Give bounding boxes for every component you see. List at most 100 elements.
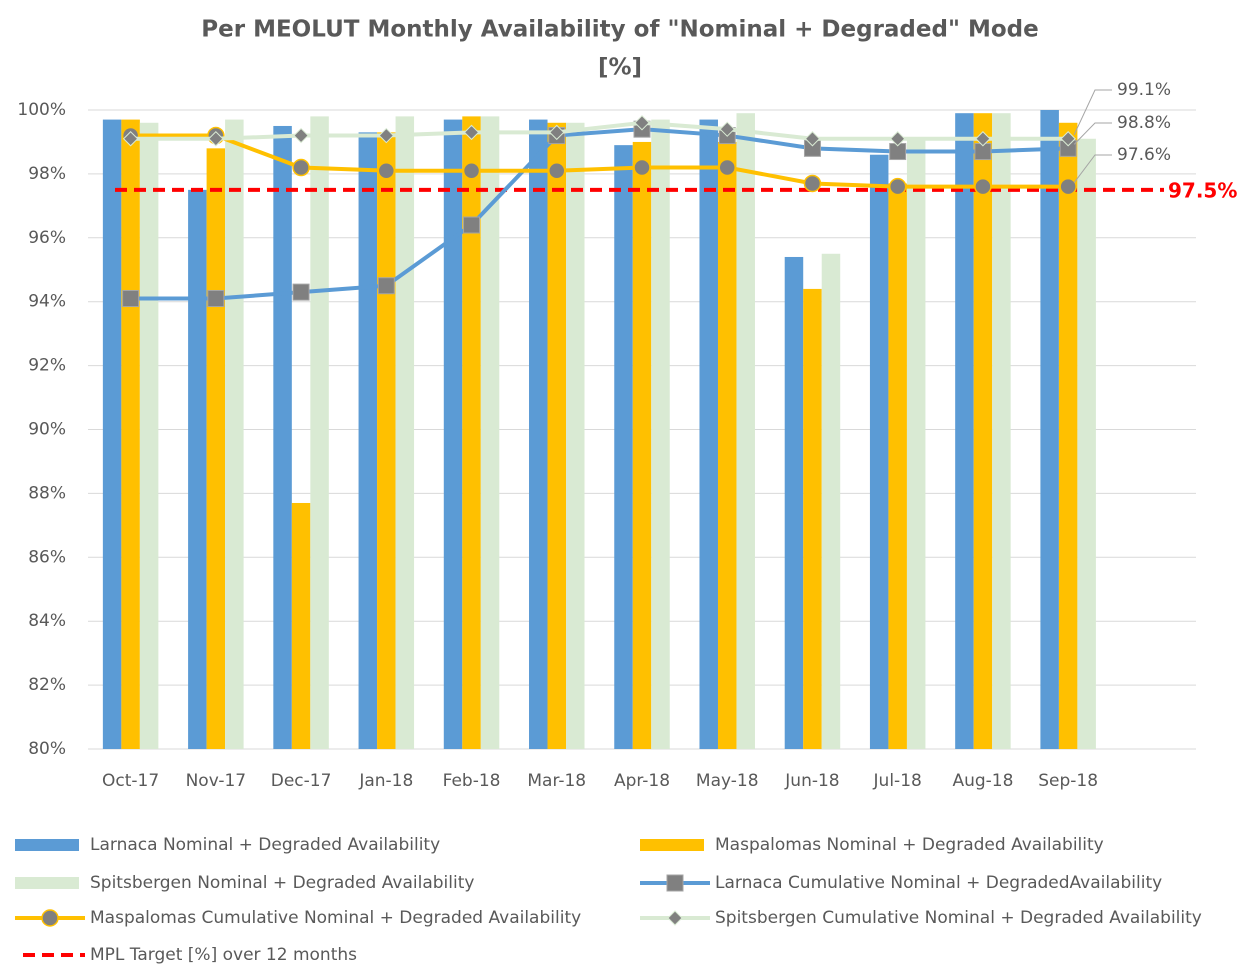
leader-line — [1073, 154, 1112, 183]
marker — [667, 910, 683, 926]
bar — [102, 119, 122, 749]
bar — [377, 132, 396, 750]
bar — [358, 132, 378, 750]
target-label: 97.5% — [1168, 178, 1237, 202]
x-tick-label: Sep-18 — [1038, 771, 1098, 791]
y-tick-label: 100% — [17, 100, 66, 120]
bar — [273, 125, 292, 750]
marker — [462, 161, 481, 180]
marker — [633, 158, 651, 177]
bar — [225, 119, 244, 749]
y-tick-label: 90% — [28, 420, 66, 440]
chart-title: Per MEOLUT Monthly Availability of "Nomi… — [201, 17, 1038, 43]
marker — [888, 177, 907, 196]
bar — [784, 256, 804, 749]
bar — [736, 113, 755, 749]
y-tick-label: 94% — [28, 292, 66, 312]
bar — [803, 288, 822, 749]
bar — [443, 119, 463, 749]
bar — [888, 183, 907, 750]
data-label: 98.8% — [1117, 113, 1171, 133]
legend-swatch — [640, 839, 704, 851]
marker — [549, 124, 565, 141]
data-label: 99.1% — [1117, 80, 1171, 100]
x-tick-label: Mar-18 — [527, 771, 586, 791]
marker — [463, 124, 480, 141]
bar — [310, 116, 329, 749]
bar — [651, 119, 670, 749]
bar — [699, 119, 718, 749]
line — [130, 120, 1069, 141]
legend-label: Maspalomas Nominal + Degraded Availabili… — [715, 835, 1104, 855]
bar — [206, 148, 226, 750]
bar — [188, 189, 207, 749]
y-tick-label: 86% — [28, 547, 66, 567]
x-tick-label: Jan-18 — [358, 771, 413, 791]
marker — [293, 127, 309, 144]
marker — [719, 121, 735, 137]
y-tick-label: 92% — [28, 356, 66, 376]
legend-label: Larnaca Cumulative Nominal + DegradedAva… — [715, 873, 1162, 893]
marker — [548, 161, 566, 180]
line — [130, 133, 1069, 189]
marker — [207, 290, 225, 308]
x-tick-label: Feb-18 — [443, 771, 501, 791]
bar — [614, 145, 633, 749]
marker — [1060, 131, 1076, 147]
bar — [992, 113, 1011, 749]
marker — [292, 158, 310, 177]
y-tick-label: 88% — [28, 483, 66, 503]
bar — [547, 122, 567, 749]
bar — [291, 502, 311, 749]
y-tick-label: 80% — [28, 739, 66, 759]
marker — [718, 158, 736, 177]
legend-label: Spitsbergen Nominal + Degraded Availabil… — [90, 873, 474, 893]
legend-label: MPL Target [%] over 12 months — [90, 945, 357, 965]
x-tick-label: Dec-17 — [271, 771, 332, 791]
marker — [803, 174, 822, 193]
marker — [378, 127, 395, 144]
bar — [566, 122, 585, 749]
line — [130, 127, 1069, 301]
y-tick-label: 98% — [28, 164, 66, 184]
marker — [974, 177, 992, 196]
x-tick-label: Nov-17 — [186, 771, 247, 791]
marker — [208, 131, 224, 147]
x-tick-label: May-18 — [696, 771, 759, 791]
data-label: 97.6% — [1117, 145, 1171, 165]
bar — [869, 154, 889, 750]
bar — [632, 141, 652, 749]
marker — [634, 115, 650, 131]
bar — [821, 253, 841, 749]
x-tick-label: Jul-18 — [873, 771, 922, 791]
bar — [395, 116, 415, 749]
bar — [529, 119, 548, 749]
bar — [973, 113, 993, 749]
marker — [122, 131, 139, 147]
y-tick-label: 96% — [28, 228, 66, 248]
leader-line — [1073, 89, 1112, 135]
marker — [377, 277, 395, 295]
leader-line — [1073, 122, 1112, 145]
bar — [462, 116, 481, 749]
y-tick-label: 82% — [28, 675, 66, 695]
bar — [121, 119, 140, 749]
bar — [139, 122, 159, 749]
legend-swatch — [15, 839, 79, 851]
chart-title: [%] — [598, 55, 642, 81]
bar — [1058, 122, 1078, 749]
legend-label: Maspalomas Cumulative Nominal + Degraded… — [90, 908, 581, 928]
y-tick-label: 84% — [28, 611, 66, 631]
x-tick-label: Jun-18 — [784, 771, 839, 791]
legend-label: Larnaca Nominal + Degraded Availability — [90, 835, 440, 855]
bar — [717, 141, 737, 749]
marker — [292, 283, 310, 301]
marker — [377, 161, 396, 180]
bar — [1040, 110, 1059, 749]
x-tick-label: Apr-18 — [614, 771, 670, 791]
marker — [1059, 177, 1077, 196]
marker — [975, 131, 991, 147]
legend-swatch — [15, 877, 79, 889]
x-tick-label: Aug-18 — [952, 771, 1013, 791]
